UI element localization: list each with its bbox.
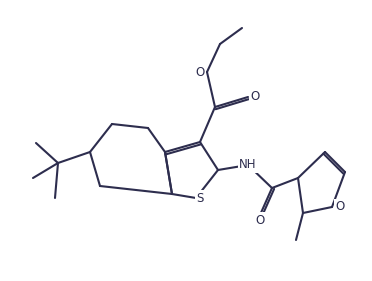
- Text: O: O: [250, 90, 260, 103]
- Text: O: O: [195, 65, 205, 78]
- Text: NH: NH: [239, 158, 257, 171]
- Text: S: S: [196, 191, 204, 205]
- Text: O: O: [336, 201, 344, 214]
- Text: O: O: [255, 214, 264, 226]
